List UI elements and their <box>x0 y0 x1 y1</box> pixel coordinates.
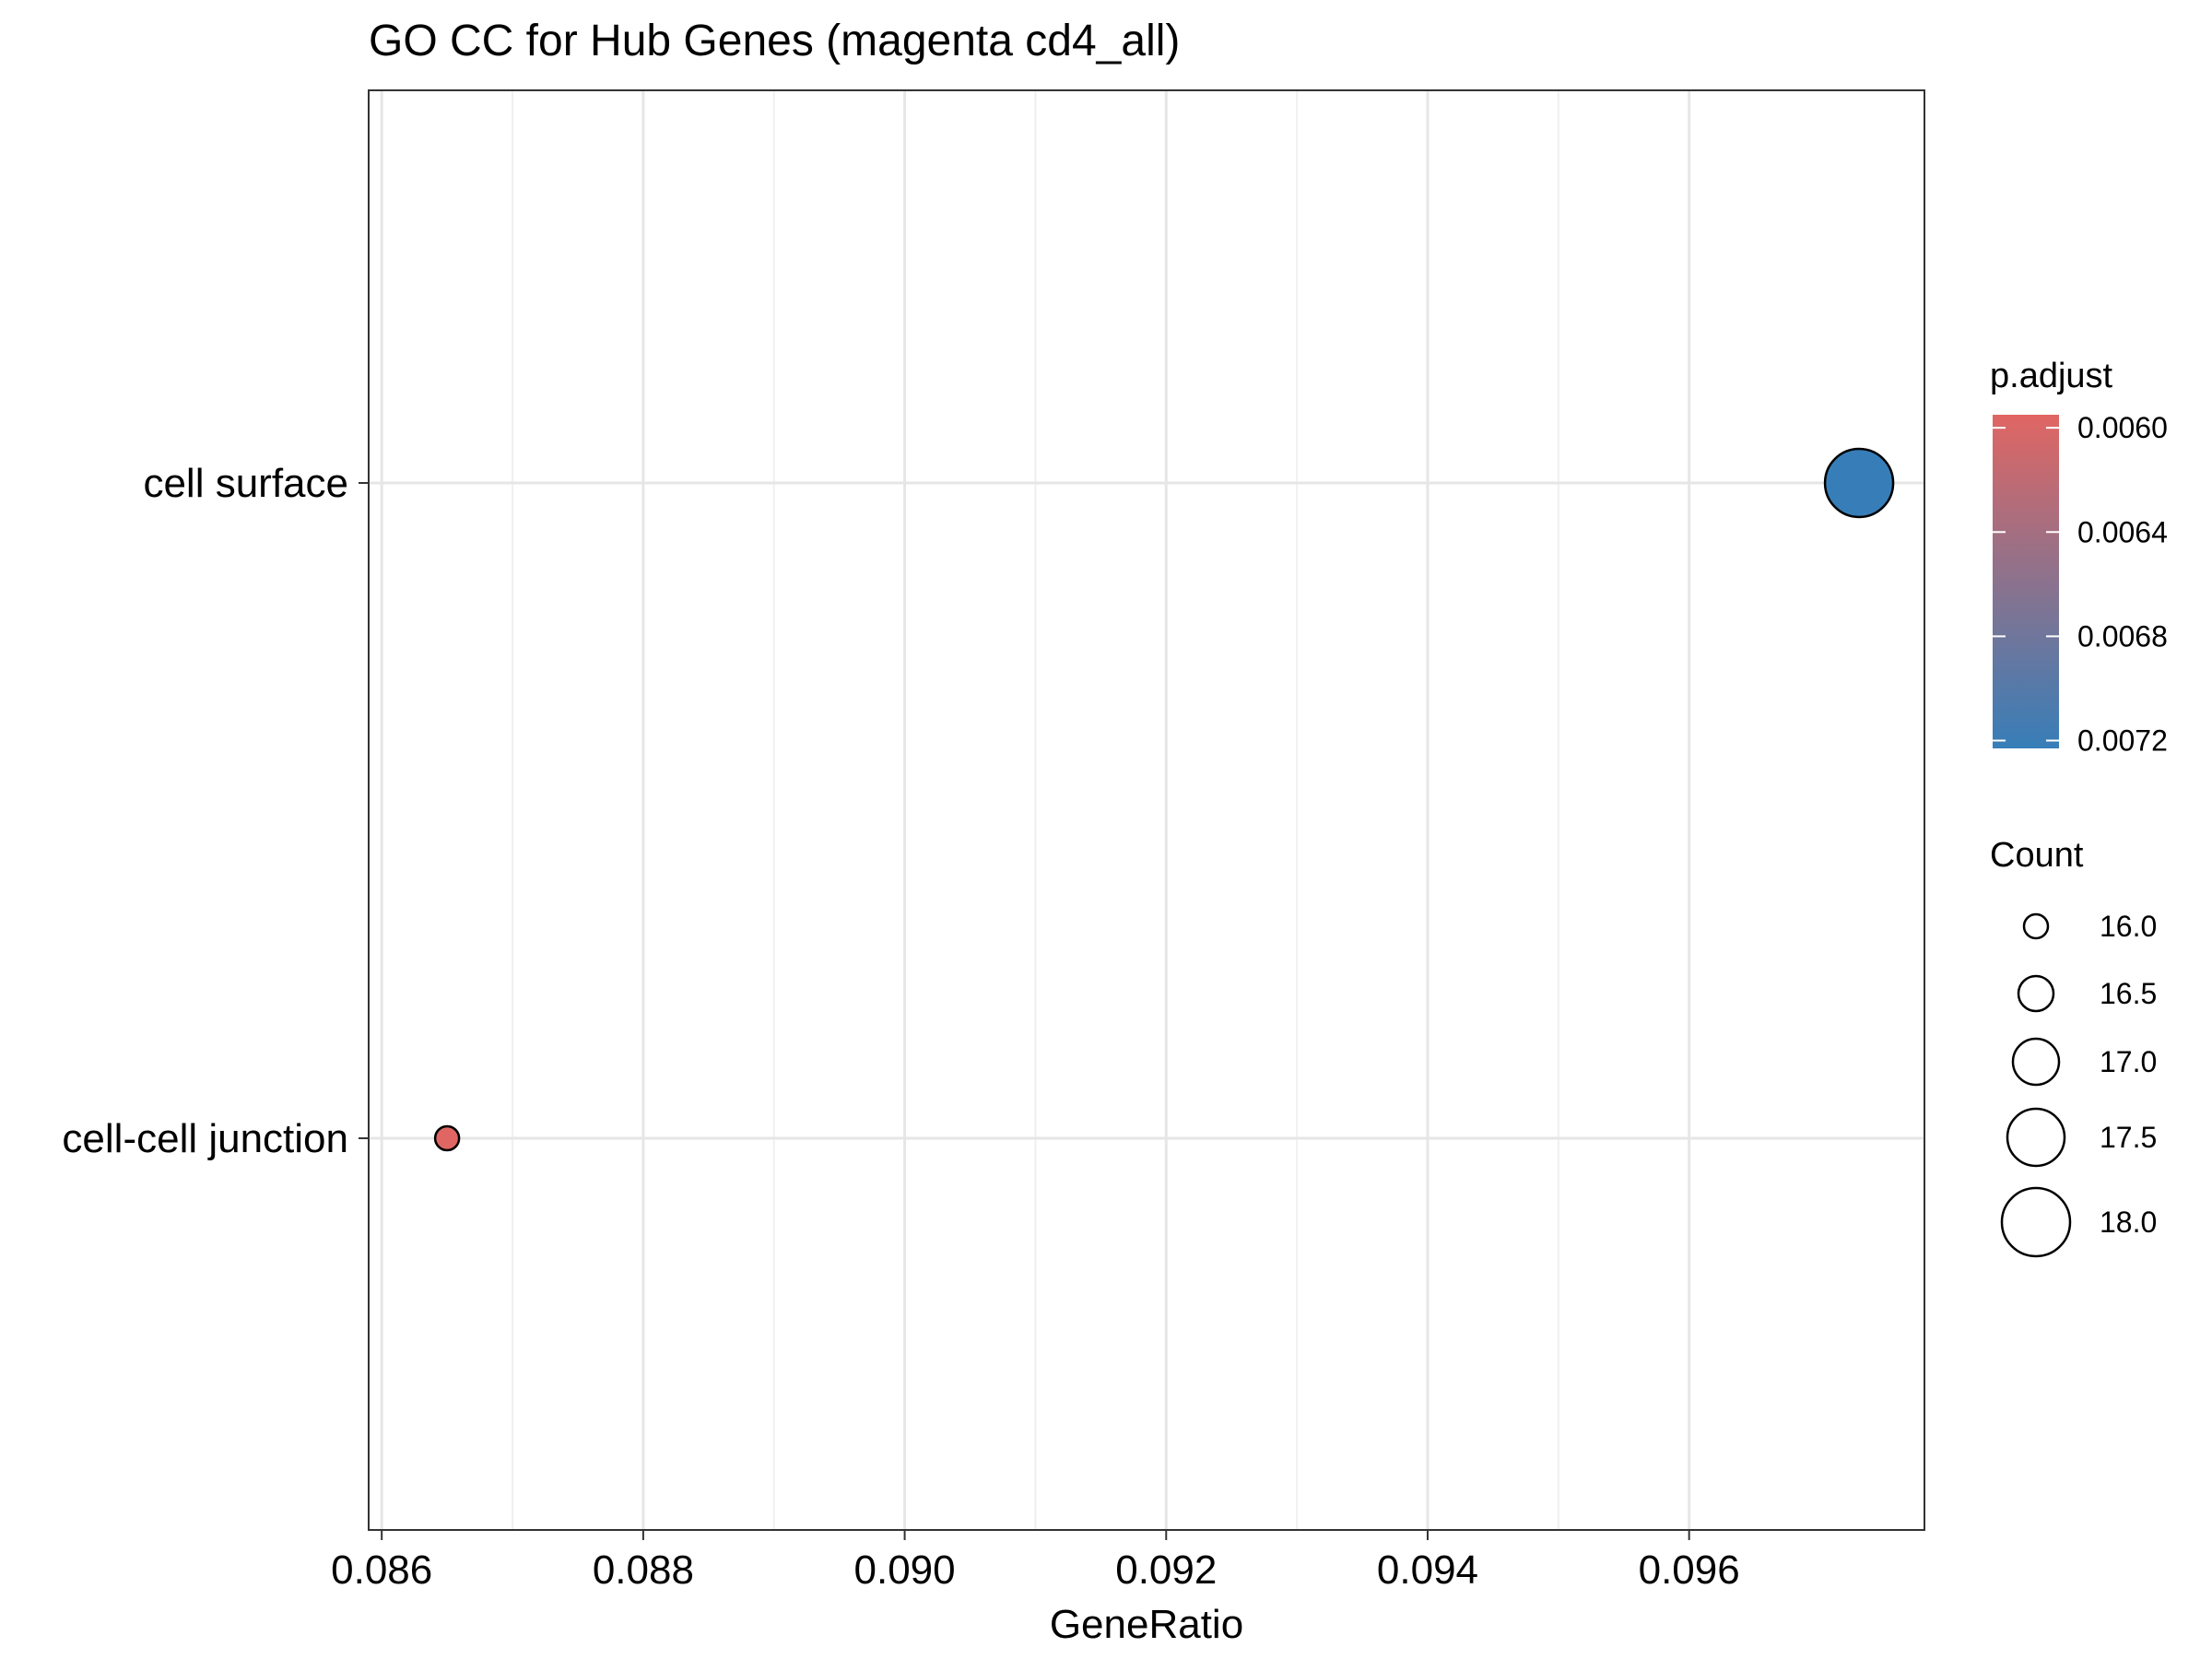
size-legend-circle <box>2000 1186 2072 1258</box>
size-legend-label: 16.5 <box>2100 977 2157 1010</box>
x-tick-label: 0.092 <box>1115 1547 1217 1593</box>
size-legend-circle <box>2017 974 2055 1013</box>
x-tick-label: 0.096 <box>1639 1547 1740 1593</box>
y-axis: cell-cell junction cell surface <box>62 461 369 1161</box>
size-legend-circle <box>2006 1107 2066 1168</box>
color-legend-label: 0.0072 <box>2077 724 2168 758</box>
point-cell-surface <box>1823 447 1895 519</box>
panel-background <box>369 90 1924 1530</box>
x-tick-label: 0.090 <box>854 1547 956 1593</box>
size-legend-label: 17.5 <box>2100 1121 2157 1154</box>
y-tick-label: cell-cell junction <box>62 1116 348 1161</box>
color-legend-label: 0.0060 <box>2077 411 2168 444</box>
size-legend-title: Count <box>1990 836 2084 875</box>
color-legend-label: 0.0068 <box>2077 619 2168 653</box>
size-legend-label: 18.0 <box>2100 1206 2157 1239</box>
x-axis-label: GeneRatio <box>1050 1602 1243 1647</box>
x-tick-label: 0.086 <box>331 1547 432 1593</box>
size-legend: Count 16.0 16.5 17.0 17.5 18.0 <box>1990 836 2157 1258</box>
point-cell-cell-junction <box>433 1124 461 1152</box>
panel-border <box>368 89 1925 1531</box>
chart-title: GO CC for Hub Genes (magenta cd4_all) <box>369 17 1180 65</box>
y-tick-label: cell surface <box>143 461 348 506</box>
x-tick-label: 0.094 <box>1377 1547 1478 1593</box>
size-legend-circle <box>2011 1037 2061 1087</box>
x-tick-label: 0.088 <box>593 1547 694 1593</box>
plot-panel <box>368 89 1925 1531</box>
color-legend-label: 0.0064 <box>2077 515 2168 548</box>
color-legend-bar <box>1993 415 2059 748</box>
size-legend-circle <box>2022 912 2050 940</box>
x-axis: 0.086 0.088 0.090 0.092 0.094 0.096 <box>331 1530 1740 1593</box>
color-legend-title: p.adjust <box>1990 357 2113 395</box>
color-legend: p.adjust 0.0060 0.0064 0.0068 0.0072 <box>1990 357 2168 758</box>
size-legend-label: 16.0 <box>2100 910 2157 943</box>
size-legend-label: 17.0 <box>2100 1045 2157 1078</box>
data-points <box>433 447 1895 1152</box>
